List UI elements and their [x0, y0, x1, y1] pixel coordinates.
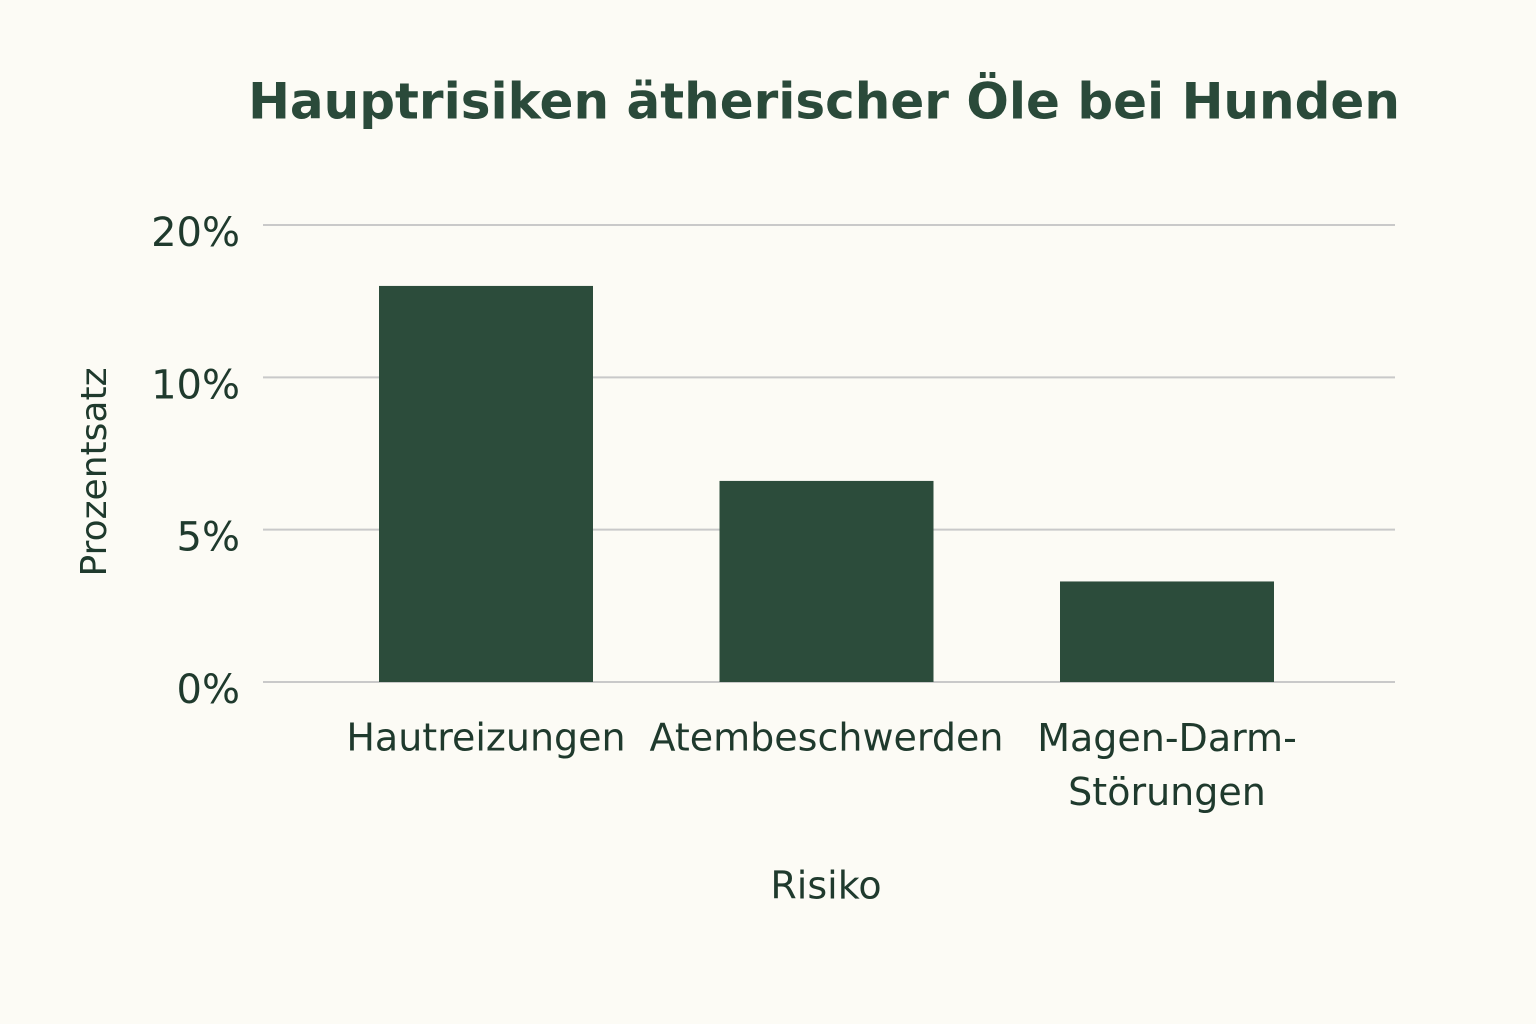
- y-tick-label: 0%: [177, 667, 240, 713]
- x-tick-label: Magen-Darm-Störungen: [1037, 716, 1297, 814]
- y-tick-label: 10%: [151, 362, 240, 408]
- x-tick-label: Atembeschwerden: [650, 716, 1004, 760]
- y-tick-label: 5%: [177, 515, 240, 561]
- y-tick-label: 20%: [151, 210, 240, 256]
- x-axis-label: Risiko: [770, 864, 881, 908]
- bar: [379, 285, 593, 682]
- x-tick-label: Hautreizungen: [346, 716, 625, 760]
- chart-title: Hauptrisiken ätherischer Öle bei Hunden: [248, 72, 1400, 131]
- y-axis-label: Prozentsatz: [74, 368, 115, 577]
- bar: [1060, 581, 1274, 682]
- bar: [719, 480, 934, 682]
